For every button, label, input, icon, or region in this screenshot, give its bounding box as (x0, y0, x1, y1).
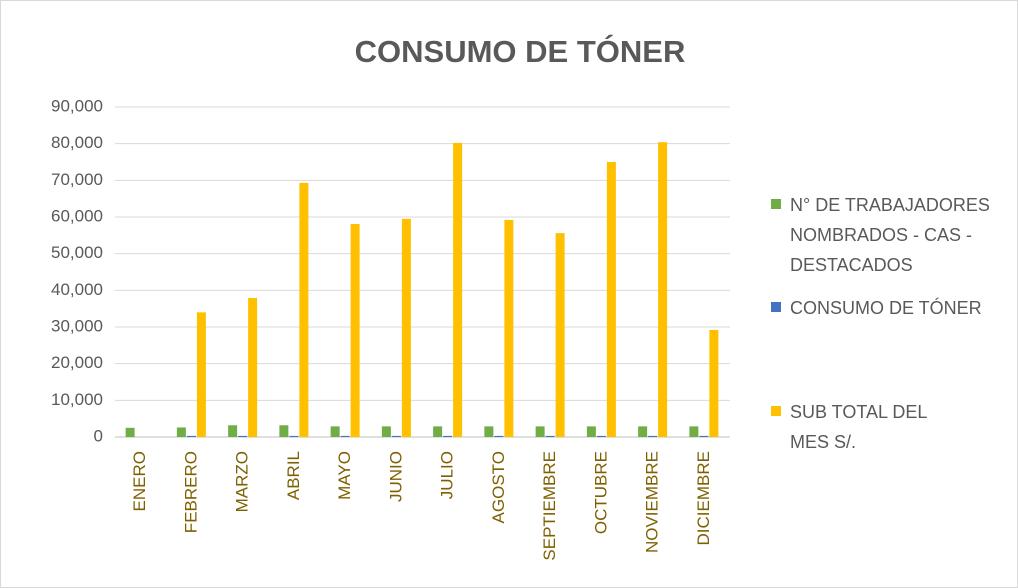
x-tick-label: JULIO (438, 451, 457, 499)
y-tick-label: 0 (94, 426, 103, 445)
bar (596, 435, 606, 437)
bar (330, 426, 340, 437)
legend-item: N° DE TRABAJADORES NOMBRADOS - CAS - DES… (771, 190, 1011, 280)
bar (391, 435, 401, 437)
y-tick-label: 50,000 (51, 243, 103, 262)
x-tick-label: AGOSTO (489, 451, 508, 523)
bar (289, 435, 299, 437)
bar (228, 425, 238, 437)
bar (638, 426, 648, 437)
x-tick-label: JUNIO (386, 451, 405, 502)
bar (535, 426, 545, 437)
bar (648, 435, 658, 437)
bar (555, 233, 565, 437)
x-tick-label: OCTUBRE (591, 451, 610, 534)
y-tick-label: 30,000 (51, 316, 103, 335)
bar (606, 162, 616, 437)
chart-title: CONSUMO DE TÓNER (355, 33, 686, 69)
x-tick-label: FEBRERO (181, 451, 200, 533)
x-tick-label: DICIEMBRE (694, 451, 713, 545)
bar (248, 298, 258, 437)
bar (186, 435, 196, 437)
bar (453, 142, 463, 437)
bar (658, 142, 668, 437)
bar (196, 312, 206, 437)
bar (279, 425, 289, 437)
legend-swatch (771, 199, 781, 209)
legend-item: CONSUMO DE TÓNER (771, 293, 1011, 323)
bar (709, 329, 719, 437)
x-tick-label: SEPTIEMBRE (540, 451, 559, 561)
legend-item: SUB TOTAL DEL MES S/. (771, 397, 1011, 457)
legend-label: N° DE TRABAJADORES NOMBRADOS - CAS - DES… (790, 195, 990, 275)
bar (125, 427, 135, 437)
y-tick-label: 10,000 (51, 390, 103, 409)
bar (484, 426, 494, 437)
bar (350, 223, 360, 437)
bar (689, 426, 699, 437)
y-tick-label: 90,000 (51, 96, 103, 115)
legend-swatch (771, 406, 781, 416)
x-tick-label: NOVIEMBRE (643, 451, 662, 553)
x-tick-label: ENERO (130, 451, 149, 511)
bar (504, 219, 514, 437)
x-tick-label: MAYO (335, 451, 354, 500)
y-tick-label: 20,000 (51, 353, 103, 372)
bar (176, 427, 186, 437)
bar (699, 435, 709, 437)
x-tick-label: ABRIL (284, 451, 303, 500)
legend-label: SUB TOTAL DEL MES S/. (790, 402, 927, 452)
x-tick-label: MARZO (233, 451, 252, 512)
bar (433, 426, 443, 437)
legend-swatch (771, 302, 781, 312)
bar (443, 435, 453, 437)
bar (545, 435, 555, 437)
bar (340, 435, 350, 437)
y-tick-label: 60,000 (51, 206, 103, 225)
y-tick-label: 80,000 (51, 133, 103, 152)
bar (586, 426, 596, 437)
bar (381, 426, 391, 437)
y-tick-label: 70,000 (51, 170, 103, 189)
y-tick-label: 40,000 (51, 280, 103, 299)
bar (299, 182, 309, 437)
bar (494, 435, 504, 437)
bar (401, 218, 411, 437)
legend-label: CONSUMO DE TÓNER (790, 298, 982, 318)
bar (238, 435, 248, 437)
